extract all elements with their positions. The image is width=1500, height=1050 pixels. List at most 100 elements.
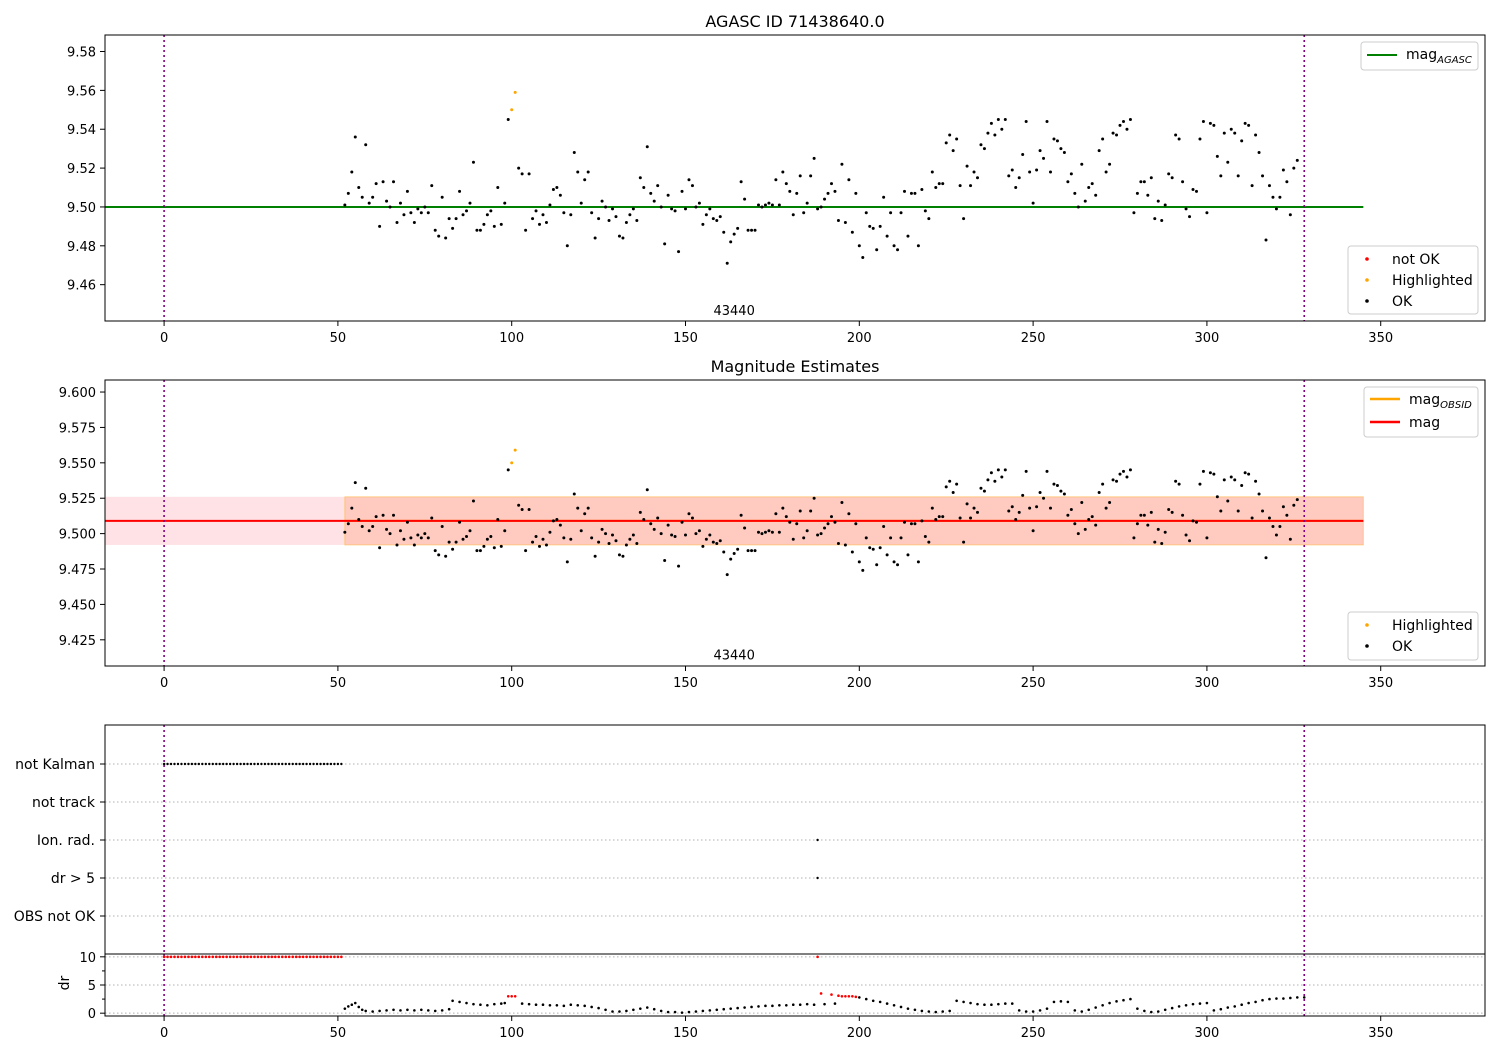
data-point: [1094, 1006, 1097, 1009]
data-point: [1184, 1003, 1188, 1007]
data-point: [909, 522, 913, 526]
data-point: [1240, 483, 1244, 487]
data-point: [565, 244, 569, 248]
data-point: [958, 516, 962, 520]
data-point: [503, 529, 507, 533]
data-point: [357, 1005, 361, 1009]
data-point: [576, 1003, 580, 1007]
data-point: [715, 542, 719, 546]
data-point: [882, 525, 886, 529]
data-point: [1188, 539, 1192, 543]
data-point: [805, 1002, 809, 1006]
flag-point: [176, 762, 180, 766]
data-point: [482, 222, 486, 226]
data-point: [920, 187, 924, 191]
flag-point: [256, 762, 260, 766]
flag-point: [336, 762, 340, 766]
data-point: [812, 496, 816, 500]
data-point: [371, 525, 375, 529]
data-point: [1188, 215, 1192, 219]
data-point: [597, 540, 601, 544]
data-point: [962, 217, 966, 221]
data-point: [680, 1011, 684, 1014]
data-point: [986, 131, 990, 135]
data-point: [770, 530, 774, 534]
data-point: [1302, 996, 1306, 999]
dr-point: [336, 955, 340, 959]
data-point: [440, 525, 444, 529]
data-point: [1108, 1001, 1111, 1005]
dr-point: [326, 955, 329, 959]
dr-point: [221, 955, 225, 959]
data-point: [955, 482, 959, 486]
data-point: [1048, 506, 1052, 510]
x-tick-label: 250: [1021, 331, 1046, 346]
data-point: [1170, 176, 1174, 180]
flag-label-not-kalman: not Kalman: [15, 757, 95, 773]
data-point: [454, 540, 458, 544]
data-point: [572, 151, 576, 155]
data-point: [864, 536, 868, 540]
data-point: [517, 166, 521, 170]
data-point: [836, 219, 840, 223]
data-point: [722, 550, 726, 554]
dr-point: [225, 955, 228, 959]
data-point: [357, 517, 361, 521]
data-point: [350, 506, 354, 510]
data-point: [930, 506, 934, 510]
data-point: [1069, 508, 1073, 512]
data-point: [920, 519, 924, 523]
data-point: [927, 1010, 931, 1013]
data-point: [353, 481, 357, 485]
data-point: [1153, 540, 1157, 544]
data-point: [777, 530, 781, 534]
data-point: [1062, 151, 1066, 155]
dr-point: [340, 955, 343, 959]
data-point: [1132, 211, 1136, 215]
data-point: [579, 529, 583, 533]
data-point: [847, 994, 851, 998]
data-point: [1083, 199, 1087, 203]
data-point: [388, 205, 392, 209]
data-point: [1007, 509, 1011, 513]
flag-point: [329, 762, 333, 766]
data-point: [420, 1008, 423, 1012]
data-point: [1212, 123, 1216, 127]
data-point: [1052, 482, 1056, 486]
flag-point: [225, 762, 228, 766]
data-point: [479, 1003, 482, 1007]
data-point: [854, 995, 858, 999]
data-point: [656, 516, 660, 520]
data-point: [1194, 189, 1198, 193]
flag-point: [326, 762, 329, 766]
data-point: [499, 222, 503, 226]
data-point: [628, 537, 632, 541]
data-point: [562, 536, 566, 540]
flag-point: [315, 762, 319, 766]
data-point: [1031, 201, 1035, 205]
agasc-magnitude-plot: AGASC ID 71438640.0 43440 0 50 100 150 200 25…: [67, 12, 1486, 346]
flag-point: [305, 762, 308, 766]
data-point: [1226, 160, 1230, 164]
data-point: [1271, 195, 1275, 199]
data-point: [791, 213, 795, 217]
data-point: [586, 170, 590, 174]
data-point: [802, 536, 806, 540]
flag-point: [291, 762, 294, 766]
data-point: [948, 133, 952, 137]
data-point: [485, 213, 489, 217]
data-point: [736, 226, 740, 230]
data-point: [353, 1001, 357, 1005]
flag-label-ion-rad: Ion. rad.: [37, 833, 95, 849]
data-point: [412, 220, 416, 224]
data-point: [1143, 1009, 1146, 1013]
data-point: [819, 205, 823, 209]
data-point: [923, 534, 927, 538]
data-point: [711, 540, 715, 544]
data-point: [611, 533, 615, 537]
data-point: [458, 189, 462, 193]
data-point: [798, 509, 802, 513]
data-point: [850, 230, 854, 234]
data-point: [350, 170, 354, 174]
data-point: [524, 228, 528, 232]
